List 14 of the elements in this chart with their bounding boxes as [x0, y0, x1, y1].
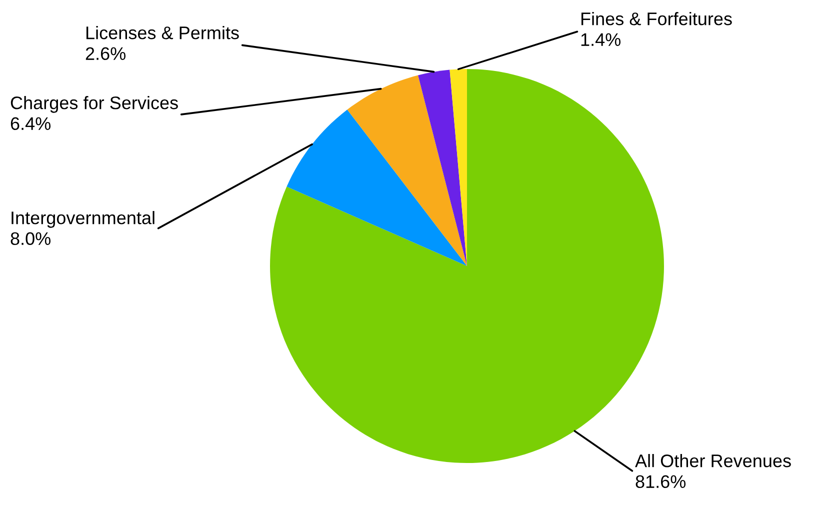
slice-label: Intergovernmental	[12, 211, 154, 228]
data-label: 1.4%	[581, 33, 621, 46]
data-label: 2.6%	[86, 47, 126, 60]
pie-slice	[286, 110, 467, 266]
slice-label: Fines & Forfeitures	[581, 12, 732, 26]
pie-slice	[347, 75, 467, 266]
slice-label: Licenses & Permits	[86, 26, 239, 40]
slice-label: Charges for Services	[10, 96, 178, 113]
data-label: 81.6%	[636, 475, 686, 488]
data-label: 8.0%	[10, 232, 51, 246]
slice-label: All Other Revenues	[635, 454, 791, 468]
pie-slice	[418, 70, 467, 266]
pie-slice	[450, 69, 467, 266]
data-label: 6.4%	[10, 117, 51, 130]
